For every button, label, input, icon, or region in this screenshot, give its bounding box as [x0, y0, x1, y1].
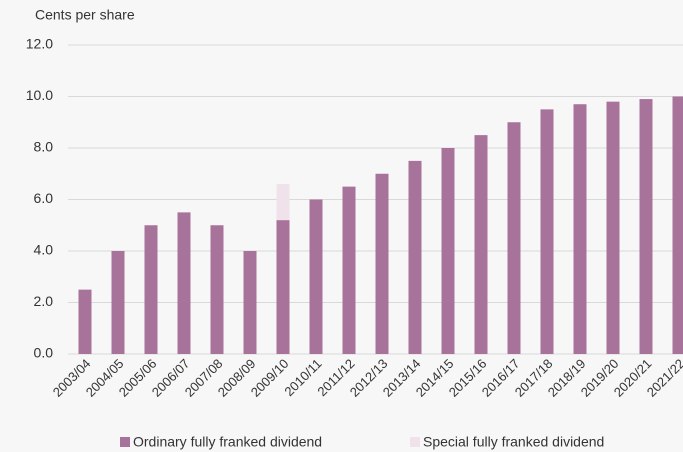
legend-label: Ordinary fully franked dividend [133, 434, 322, 450]
bar-segment [111, 251, 125, 354]
legend-swatch [410, 437, 420, 447]
y-tick-label: 10.0 [26, 87, 53, 103]
bar-segment [243, 251, 257, 354]
bar-segment [276, 220, 290, 354]
y-tick-label: 4.0 [34, 242, 54, 258]
y-tick-label: 2.0 [34, 293, 54, 309]
legend-label: Special fully franked dividend [423, 434, 604, 450]
bar-segment [276, 184, 290, 221]
y-tick-label: 12.0 [26, 36, 53, 52]
bar-segment [672, 96, 683, 354]
bar-segment [441, 148, 455, 354]
bar-segment [144, 225, 158, 354]
bar-segment [540, 109, 554, 354]
legend-swatch [120, 437, 130, 447]
bar-segment [78, 289, 92, 354]
bar-segment [507, 122, 521, 354]
bar-segment [639, 99, 653, 354]
bar-segment [375, 173, 389, 354]
bar-segment [408, 160, 422, 354]
bar-segment [309, 199, 323, 354]
bar-segment [342, 186, 356, 354]
bar-segment [573, 104, 587, 354]
y-axis-label: Cents per share [35, 7, 135, 23]
bar-segment [474, 135, 488, 354]
bar-segment [606, 101, 620, 355]
bar-segment [177, 212, 191, 354]
y-tick-label: 8.0 [34, 139, 54, 155]
bar-segment [210, 225, 224, 354]
y-tick-label: 0.0 [34, 345, 54, 361]
y-tick-label: 6.0 [34, 190, 54, 206]
